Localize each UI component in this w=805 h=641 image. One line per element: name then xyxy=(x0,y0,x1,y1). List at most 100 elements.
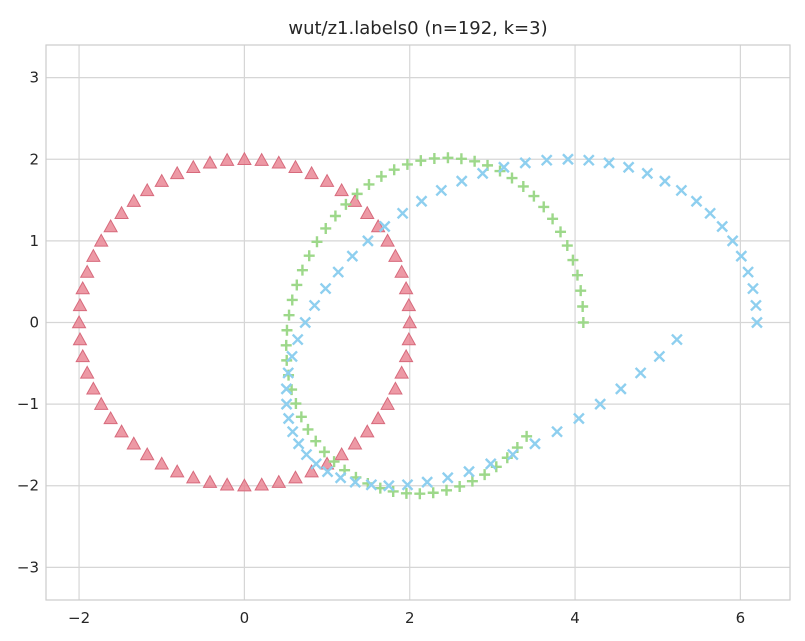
data-point-x xyxy=(334,471,347,484)
data-point-triangle xyxy=(103,410,118,425)
data-point-triangle xyxy=(370,410,386,425)
data-point-triangle xyxy=(359,205,375,219)
x-tick-label: 6 xyxy=(736,609,746,627)
data-point-plus xyxy=(286,294,298,306)
y-tick-label: 0 xyxy=(29,314,39,332)
y-tick-label: −2 xyxy=(17,477,39,495)
data-point-x xyxy=(704,207,716,220)
data-point-x xyxy=(282,412,295,425)
data-point-plus xyxy=(577,301,589,313)
data-point-plus xyxy=(575,285,587,297)
data-point-x xyxy=(291,333,304,346)
data-point-x xyxy=(365,478,378,491)
data-point-x xyxy=(603,157,615,169)
data-point-plus xyxy=(538,201,550,213)
data-point-triangle xyxy=(319,456,335,470)
data-point-x xyxy=(282,367,295,379)
data-point-plus xyxy=(415,155,427,167)
y-tick-labels: −3 −2 −1 0 1 2 3 xyxy=(17,69,39,577)
data-point-x xyxy=(529,437,541,450)
data-point-x xyxy=(378,220,391,233)
data-point-x xyxy=(659,175,671,187)
x-tick-label: 4 xyxy=(570,609,580,627)
data-point-x xyxy=(594,398,607,410)
data-point-triangle xyxy=(219,477,235,491)
data-point-triangle xyxy=(72,332,88,346)
data-point-triangle xyxy=(185,470,201,484)
data-point-x xyxy=(551,425,563,438)
data-point-x xyxy=(615,383,627,395)
data-point-x xyxy=(484,458,497,470)
data-point-plus xyxy=(290,398,302,410)
data-point-x xyxy=(280,383,293,395)
data-point-plus xyxy=(340,198,352,210)
data-point-triangle xyxy=(154,456,170,470)
data-point-plus xyxy=(567,254,579,266)
data-point-x xyxy=(421,476,434,488)
data-point-triangle xyxy=(288,470,303,484)
data-point-triangle xyxy=(237,151,252,165)
data-point-triangle xyxy=(185,159,201,173)
data-point-x xyxy=(735,250,748,262)
y-tick-label: 3 xyxy=(29,69,39,87)
data-point-x xyxy=(286,425,299,438)
data-point-plus xyxy=(571,269,583,281)
data-point-x xyxy=(675,184,688,197)
data-point-x xyxy=(319,282,332,295)
data-point-plus xyxy=(547,213,559,225)
data-point-x xyxy=(308,299,321,312)
data-point-x xyxy=(562,153,574,166)
data-point-plus xyxy=(454,480,466,492)
data-point-triangle xyxy=(254,477,270,491)
data-point-triangle xyxy=(304,464,319,478)
data-point-triangle xyxy=(271,155,287,169)
series-x xyxy=(280,153,763,492)
data-point-x xyxy=(498,161,510,174)
data-point-x xyxy=(653,350,666,363)
data-point-x xyxy=(415,195,428,208)
data-point-plus xyxy=(427,487,439,499)
chart-title: wut/z1.labels0 (n=192, k=3) xyxy=(288,18,547,39)
data-point-plus xyxy=(295,411,307,423)
data-point-triangle xyxy=(304,165,319,180)
data-point-x xyxy=(463,465,475,478)
data-point-plus xyxy=(329,210,341,222)
data-point-x xyxy=(747,282,759,295)
data-point-triangle xyxy=(79,264,95,278)
data-point-plus xyxy=(320,222,332,234)
y-tick-label: 1 xyxy=(29,232,39,250)
data-point-x xyxy=(362,235,374,247)
x-tick-label: 2 xyxy=(405,609,415,627)
data-point-x xyxy=(751,316,763,329)
data-point-x xyxy=(519,157,532,169)
y-tick-label: 2 xyxy=(29,150,39,168)
data-point-triangle xyxy=(139,447,155,461)
data-point-triangle xyxy=(334,182,349,197)
data-point-plus xyxy=(479,469,491,481)
data-point-triangle xyxy=(219,152,235,166)
data-point-plus xyxy=(555,226,567,238)
data-point-plus xyxy=(466,475,478,487)
data-point-x xyxy=(396,207,409,220)
data-point-plus xyxy=(428,152,440,164)
data-point-plus xyxy=(517,180,529,192)
data-point-plus xyxy=(387,485,399,497)
data-point-triangle xyxy=(169,165,185,180)
data-point-triangle xyxy=(154,173,170,187)
data-point-x xyxy=(750,299,762,312)
data-point-triangle xyxy=(126,436,142,450)
data-point-x xyxy=(310,458,323,470)
data-point-plus xyxy=(363,178,375,190)
data-point-triangle xyxy=(398,281,414,295)
data-point-triangle xyxy=(271,474,287,488)
data-point-triangle xyxy=(103,218,118,233)
data-point-x xyxy=(346,250,359,262)
data-point-plus xyxy=(561,240,573,252)
data-point-plus xyxy=(521,430,533,442)
data-point-plus xyxy=(375,170,387,182)
data-point-x xyxy=(573,412,585,425)
data-point-x xyxy=(671,333,683,346)
data-point-x xyxy=(321,465,334,478)
